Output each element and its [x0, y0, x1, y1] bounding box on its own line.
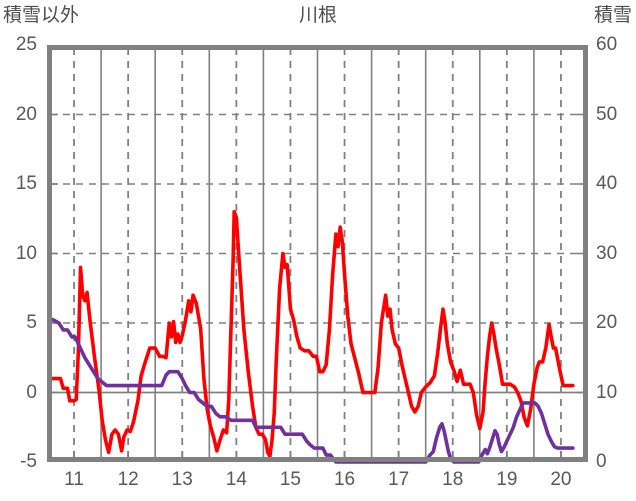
data-series	[50, 210, 575, 464]
y-right-tick-50: 50	[596, 103, 618, 125]
x-tick-15: 15	[279, 469, 301, 490]
y-right-tick-0: 0	[596, 451, 607, 472]
y-left-tick--5: -5	[20, 451, 37, 472]
chart-title: 川根	[298, 5, 337, 26]
x-tick-11: 11	[64, 469, 84, 490]
plot-frame	[47, 45, 588, 462]
y-right-tick-30: 30	[596, 242, 618, 264]
y-right-tick-60: 60	[596, 34, 618, 55]
y-left-tick-15: 15	[15, 173, 37, 194]
right-axis-title: 積雪	[593, 5, 632, 26]
x-tick-12: 12	[117, 469, 139, 490]
x-tick-18: 18	[442, 469, 464, 490]
y-right-tick-10: 10	[596, 381, 618, 403]
x-tick-13: 13	[171, 469, 193, 490]
y-left-tick-0: 0	[26, 381, 37, 403]
y-right-tick-20: 20	[596, 312, 618, 333]
y-left-tick-5: 5	[26, 312, 37, 333]
y-left-tick-20: 20	[15, 103, 37, 125]
x-tick-17: 17	[388, 469, 410, 490]
series-line-snow	[50, 317, 575, 464]
y-left-tick-25: 25	[15, 34, 37, 55]
gridlines-dashed	[73, 48, 562, 459]
series-line-other	[50, 210, 575, 459]
y-left-tick-10: 10	[15, 242, 37, 264]
left-axis-title: 積雪以外	[3, 5, 80, 26]
x-tick-19: 19	[496, 469, 518, 490]
x-tick-16: 16	[333, 469, 356, 490]
x-tick-14: 14	[225, 469, 247, 490]
y-right-tick-40: 40	[596, 173, 618, 194]
x-tick-20: 20	[550, 469, 572, 490]
